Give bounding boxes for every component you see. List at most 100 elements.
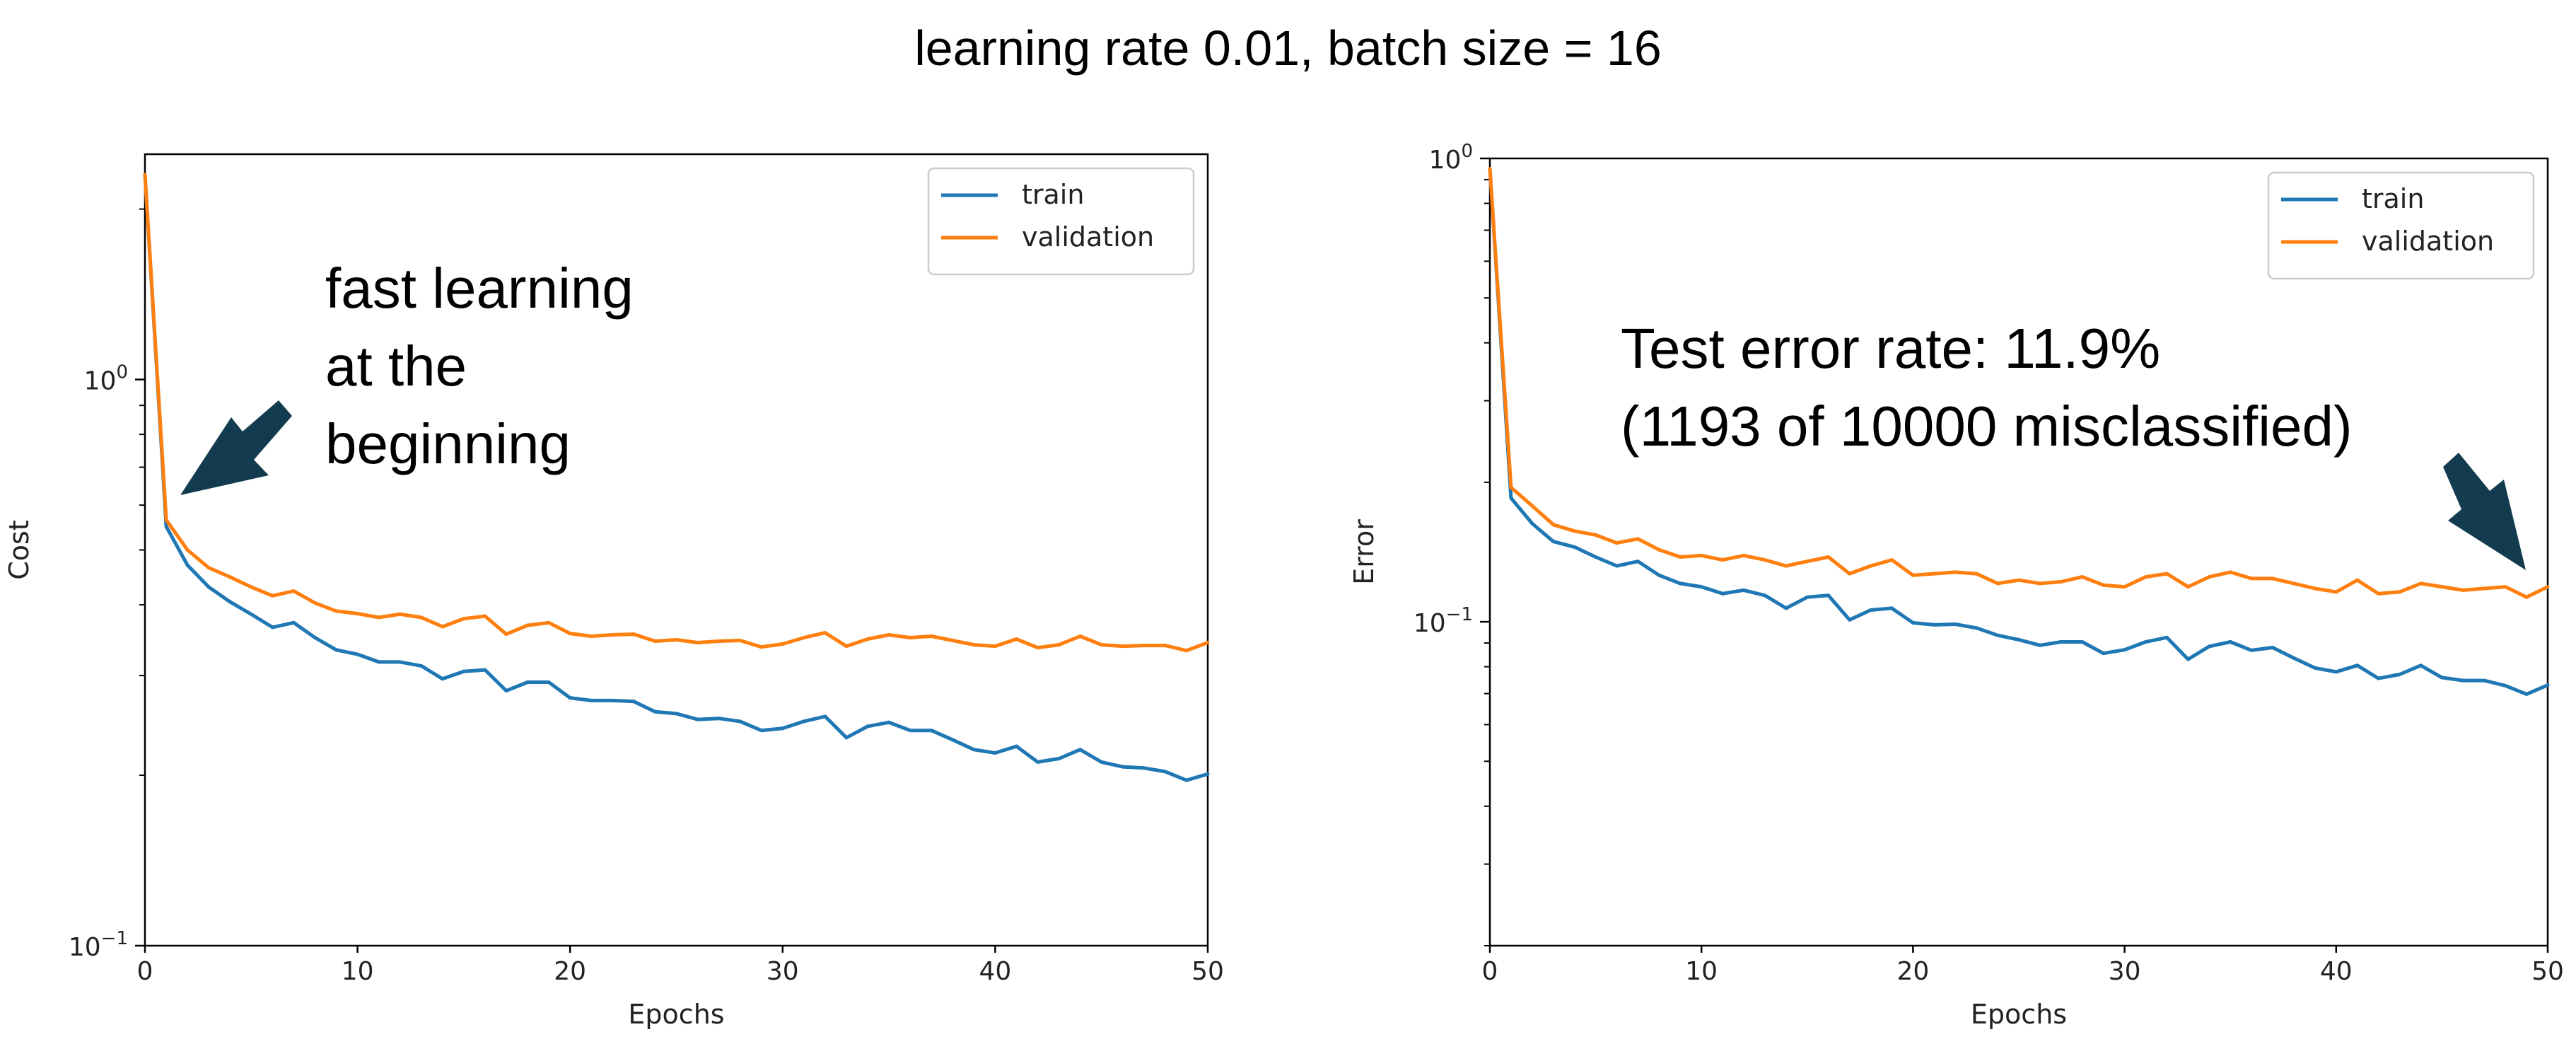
data-point-train: [823, 714, 827, 719]
data-point-validation: [228, 575, 232, 579]
data-point-train: [653, 709, 657, 714]
data-point-train: [1036, 760, 1040, 764]
data-point-train: [568, 696, 572, 700]
data-point-validation: [398, 612, 402, 616]
data-point-train: [1057, 757, 1061, 761]
y-axis-label: Error: [1348, 519, 1380, 585]
data-point-train: [738, 719, 742, 724]
data-point-validation: [1014, 637, 1018, 641]
data-point-validation: [1057, 643, 1061, 647]
data-point-validation: [950, 638, 955, 642]
x-tick-label: 20: [1896, 957, 1929, 986]
x-tick-label: 20: [554, 957, 586, 986]
data-point-train: [866, 724, 870, 729]
data-point-validation: [525, 623, 530, 627]
data-point-validation: [1184, 649, 1189, 653]
data-point-validation: [2503, 585, 2507, 589]
data-point-train: [2355, 663, 2360, 668]
data-point-validation: [2271, 576, 2275, 581]
data-point-validation: [696, 641, 700, 645]
data-point-train: [185, 563, 190, 567]
data-point-train: [1848, 617, 1852, 622]
data-point-validation: [1678, 555, 1682, 559]
data-point-train: [908, 729, 912, 733]
data-point-validation: [2524, 595, 2529, 599]
x-tick-label: 10: [1685, 957, 1718, 986]
y-axis-label: Cost: [4, 520, 35, 579]
data-point-validation: [1657, 547, 1661, 552]
data-point-validation: [1742, 553, 1746, 557]
figure-title: learning rate 0.01, batch size = 16: [914, 21, 1662, 76]
data-point-validation: [2017, 578, 2021, 582]
data-point-train: [547, 680, 551, 684]
data-point-train: [1699, 585, 1703, 589]
data-point-train: [1763, 593, 1767, 598]
data-point-train: [993, 750, 997, 755]
data-point-validation: [249, 585, 253, 589]
data-point-validation: [802, 635, 806, 639]
data-point-train: [164, 524, 168, 528]
data-point-train: [1784, 606, 1788, 610]
data-point-train: [1573, 545, 1577, 549]
data-point-train: [2524, 692, 2529, 696]
data-point-train: [1805, 595, 1809, 599]
data-point-train: [2440, 675, 2444, 680]
data-point-train: [2313, 666, 2317, 670]
data-point-train: [844, 736, 849, 740]
data-point-train: [1551, 540, 1556, 544]
data-point-train: [2207, 644, 2211, 649]
data-point-validation: [1573, 529, 1577, 533]
data-point-validation: [1530, 504, 1534, 508]
data-point-validation: [270, 593, 274, 598]
y-tick-label: 100: [84, 362, 128, 396]
data-point-validation: [2102, 583, 2106, 587]
data-point-train: [2228, 640, 2232, 644]
data-point-validation: [653, 639, 657, 643]
data-point-train: [1657, 573, 1661, 577]
x-tick-label: 0: [1482, 957, 1498, 986]
data-point-train: [1911, 621, 1915, 625]
data-point-validation: [2482, 586, 2486, 591]
data-point-train: [2123, 648, 2127, 652]
data-point-validation: [717, 639, 721, 643]
data-point-train: [504, 689, 508, 693]
data-point-train: [802, 719, 806, 724]
data-point-validation: [1615, 541, 1619, 545]
data-point-train: [887, 720, 891, 724]
data-point-validation: [2123, 585, 2127, 589]
data-point-train: [2186, 657, 2190, 661]
data-point-train: [631, 700, 636, 704]
x-tick-label: 40: [979, 957, 1011, 986]
data-point-train: [2038, 643, 2042, 647]
x-tick-label: 10: [342, 957, 374, 986]
data-point-validation: [1163, 644, 1167, 648]
data-point-validation: [2059, 580, 2063, 584]
x-axis-label: Epochs: [628, 999, 724, 1030]
data-point-train: [377, 660, 381, 664]
data-point-validation: [419, 615, 424, 620]
data-point-train: [249, 612, 253, 616]
annotation-text-left: fast learning at the beginning: [325, 257, 634, 475]
data-point-validation: [1594, 533, 1598, 537]
data-point-train: [1615, 564, 1619, 568]
data-point-train: [1184, 778, 1189, 782]
data-point-train: [950, 738, 955, 742]
data-point-validation: [2334, 590, 2338, 594]
data-point-validation: [1509, 485, 1513, 489]
data-point-train: [2017, 637, 2021, 642]
data-point-validation: [291, 589, 296, 593]
data-point-train: [2292, 656, 2296, 660]
data-point-train: [589, 698, 593, 702]
data-point-train: [2461, 678, 2465, 683]
data-point-train: [398, 660, 402, 664]
data-point-validation: [143, 173, 147, 177]
data-point-validation: [2398, 590, 2402, 594]
data-point-train: [1163, 770, 1167, 774]
data-point-validation: [781, 642, 785, 646]
data-point-validation: [1551, 523, 1556, 527]
data-point-validation: [2164, 572, 2169, 576]
data-point-validation: [1953, 570, 1957, 574]
data-point-train: [2102, 651, 2106, 656]
data-point-train: [972, 748, 976, 752]
